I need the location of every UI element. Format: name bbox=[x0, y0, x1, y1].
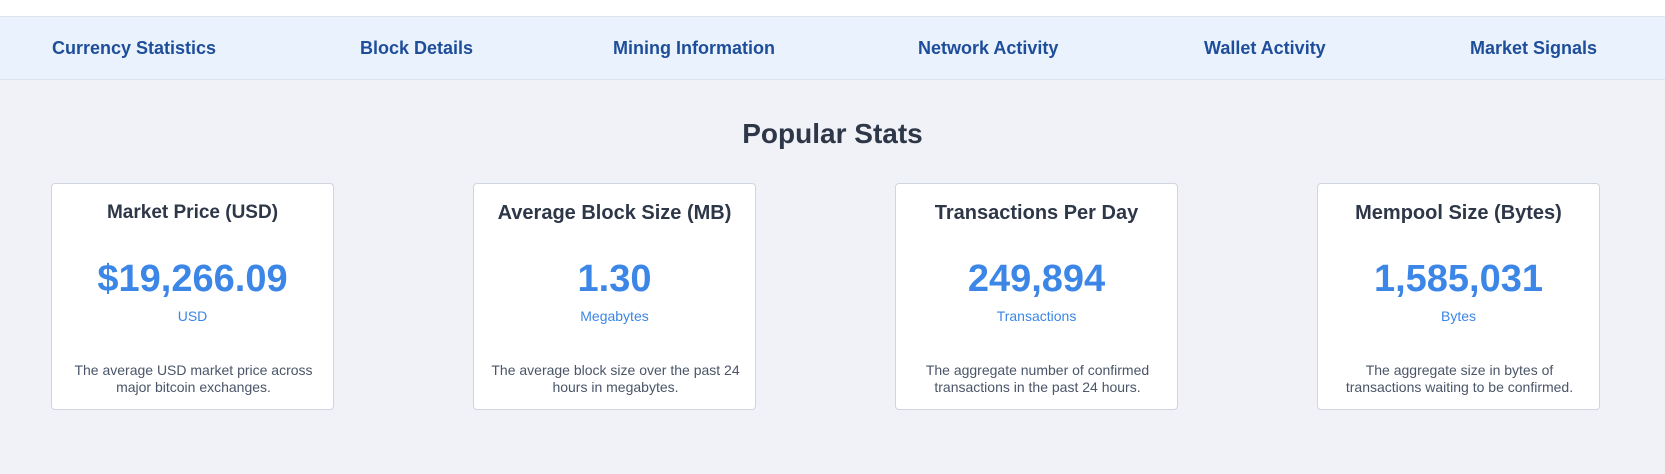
card-unit: USD bbox=[177, 308, 208, 324]
stat-card-market-price: Market Price (USD) $19,266.09 USD The av… bbox=[51, 183, 334, 410]
card-description: The aggregate number of confirmed transa… bbox=[925, 362, 1150, 395]
page-title: Popular Stats bbox=[742, 118, 923, 149]
nav-item-mining-information[interactable]: Mining Information bbox=[613, 38, 775, 58]
nav-item-market-signals[interactable]: Market Signals bbox=[1470, 38, 1598, 58]
card-title: Mempool Size (Bytes) bbox=[1355, 202, 1562, 224]
card-unit: Megabytes bbox=[580, 308, 649, 324]
card-description: The average block size over the past 24 … bbox=[491, 362, 740, 395]
card-unit: Bytes bbox=[1440, 308, 1476, 324]
nav-item-network-activity[interactable]: Network Activity bbox=[918, 38, 1059, 58]
card-value: $19,266.09 bbox=[97, 258, 288, 300]
card-title: Transactions Per Day bbox=[934, 202, 1139, 224]
stat-card-mempool-size: Mempool Size (Bytes) 1,585,031 Bytes The… bbox=[1317, 183, 1600, 410]
stats-navigation: Currency Statistics Block Details Mining… bbox=[0, 17, 1665, 80]
card-description: The aggregate size in bytes of transacti… bbox=[1345, 362, 1574, 395]
nav-item-block-details[interactable]: Block Details bbox=[360, 38, 474, 58]
card-value: 1,585,031 bbox=[1373, 258, 1544, 300]
nav-item-wallet-activity[interactable]: Wallet Activity bbox=[1204, 38, 1326, 58]
nav-item-currency-statistics[interactable]: Currency Statistics bbox=[52, 38, 217, 58]
card-unit: Transactions bbox=[996, 308, 1077, 324]
top-bar bbox=[0, 0, 1665, 17]
card-value: 1.30 bbox=[577, 258, 652, 300]
card-title: Market Price (USD) bbox=[106, 202, 279, 223]
stat-card-average-block-size: Average Block Size (MB) 1.30 Megabytes T… bbox=[473, 183, 756, 410]
card-title: Average Block Size (MB) bbox=[497, 202, 732, 224]
card-value: 249,894 bbox=[967, 258, 1106, 300]
card-description: The average USD market price across majo… bbox=[74, 362, 313, 395]
stat-card-transactions-per-day: Transactions Per Day 249,894 Transaction… bbox=[895, 183, 1178, 410]
